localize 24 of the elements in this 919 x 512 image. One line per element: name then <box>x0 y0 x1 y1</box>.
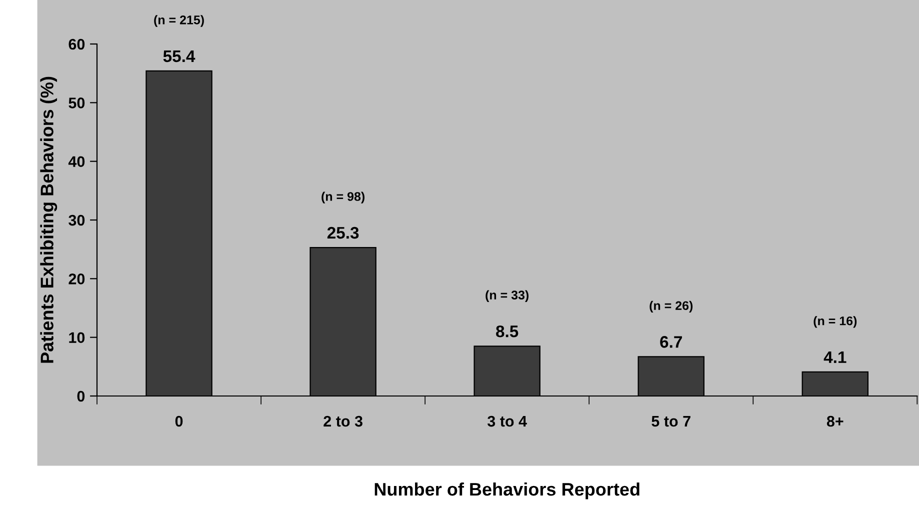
text: (n = 215) <box>154 15 204 27</box>
data-label: 55.4 <box>163 50 196 62</box>
data-label: 8.5 <box>496 325 518 338</box>
y-tick-label: 60 <box>68 38 85 50</box>
annotation: (n = 98) <box>322 192 364 204</box>
annotation: (n = 33) <box>486 290 529 302</box>
y-tick-label: 10 <box>69 332 85 344</box>
x-tick-label: 2 to 3 <box>324 416 362 427</box>
y-tick-label: 30 <box>68 214 85 226</box>
x-tick-label: 5 to 7 <box>652 416 690 427</box>
annotation: (n = 16) <box>814 316 857 328</box>
data-label: 25.3 <box>327 226 359 239</box>
y-tick-label: 20 <box>68 274 85 284</box>
y-tick-label: 40 <box>68 156 85 168</box>
x-tick-label: 8+ <box>826 416 844 427</box>
y-tick-label: 0 <box>77 390 85 402</box>
y-tick-label: 50 <box>68 98 85 108</box>
x-tick-label: 3 to 4 <box>487 416 527 427</box>
y-axis-title: Patients Exhibiting Behaviors (%) <box>40 76 58 363</box>
data-label: 4.1 <box>824 351 846 363</box>
data-label: 6.7 <box>660 336 682 348</box>
x-axis-title: Number of Behaviors Reported <box>374 482 640 500</box>
annotation: (n = 26) <box>650 300 693 313</box>
x-tick-label: 0 <box>175 416 183 427</box>
